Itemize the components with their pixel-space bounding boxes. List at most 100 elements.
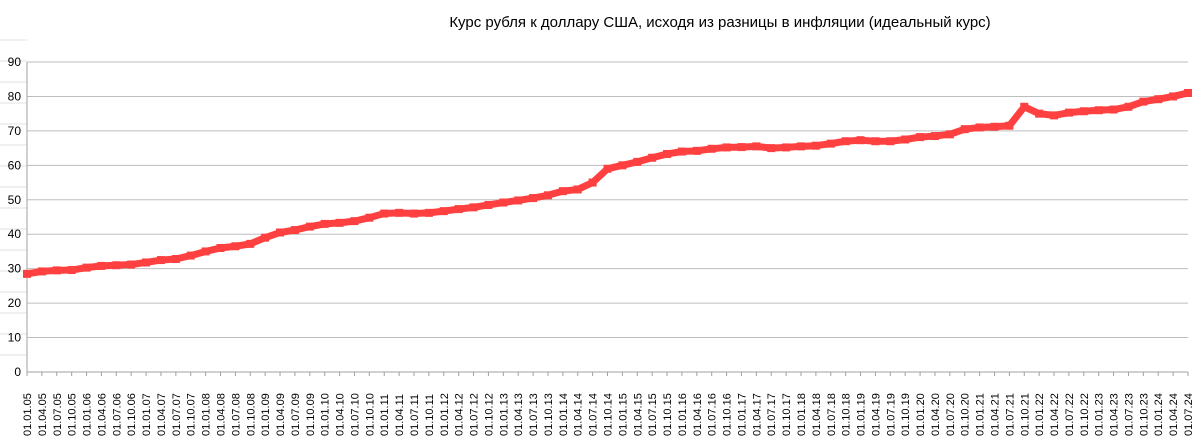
- x-tick-label: 01.07.19: [885, 393, 897, 436]
- x-tick-label: 01.01.18: [796, 393, 808, 436]
- x-tick-label: 01.04.14: [573, 393, 585, 436]
- data-point: [156, 256, 165, 265]
- x-tick-label: 01.10.20: [960, 393, 972, 436]
- data-point: [692, 146, 701, 155]
- x-tick-label: 01.10.15: [662, 393, 674, 436]
- data-point: [1094, 106, 1103, 115]
- x-tick-label: 01.10.17: [781, 393, 793, 436]
- data-point: [975, 123, 984, 132]
- x-tick-label: 01.10.22: [1079, 393, 1091, 436]
- x-tick-label: 01.04.05: [37, 393, 49, 436]
- data-point: [410, 209, 418, 218]
- series-layer: [22, 88, 1193, 278]
- x-tick-label: 01.07.16: [707, 393, 719, 436]
- x-tick-label: 01.04.11: [394, 394, 406, 436]
- y-tick-label: 70: [8, 124, 22, 138]
- y-tick-label: 10: [8, 331, 22, 345]
- x-tick-label: 01.01.11: [379, 394, 391, 436]
- x-tick-label: 01.01.21: [975, 393, 987, 436]
- data-point: [246, 239, 255, 248]
- data-point: [826, 139, 835, 148]
- x-tick-label: 01.01.15: [617, 393, 629, 436]
- data-point: [1020, 102, 1029, 111]
- data-point: [930, 132, 939, 141]
- x-tick-label: 01.10.18: [841, 393, 853, 436]
- x-tick-label: 01.10.08: [245, 393, 257, 436]
- x-tick-label: 01.07.18: [826, 393, 838, 436]
- x-tick-label: 01.04.08: [216, 393, 228, 436]
- x-tick-label: 01.07.12: [469, 393, 481, 436]
- data-point: [603, 164, 612, 173]
- x-tick-label: 01.10.21: [1019, 393, 1031, 436]
- data-point: [439, 207, 448, 216]
- data-point: [261, 233, 270, 242]
- data-point: [960, 125, 969, 134]
- data-point: [1050, 111, 1059, 120]
- data-point: [52, 266, 61, 275]
- data-point: [395, 208, 404, 217]
- data-point: [320, 219, 329, 228]
- data-point: [663, 149, 672, 158]
- chart-title: Курс рубля к доллару США, исходя из разн…: [449, 14, 991, 31]
- x-tick-label: 01.04.17: [751, 393, 763, 436]
- x-tick-label: 01.07.07: [171, 393, 183, 436]
- x-tick-label: 01.01.23: [1094, 393, 1106, 436]
- series-line: [22, 88, 1193, 278]
- data-point: [216, 244, 225, 252]
- data-point: [811, 141, 820, 150]
- data-point: [752, 142, 761, 151]
- data-point: [469, 203, 478, 212]
- x-tick-label: 01.07.11: [409, 394, 421, 436]
- y-tick-label: 20: [8, 296, 22, 310]
- data-point: [82, 263, 91, 272]
- data-point: [558, 187, 567, 196]
- data-point: [97, 261, 106, 270]
- data-point: [276, 228, 285, 237]
- x-tick-label: 01.04.16: [692, 393, 704, 436]
- x-tick-label: 01.01.13: [498, 393, 510, 436]
- data-point: [23, 269, 31, 278]
- y-tick-label: 50: [8, 193, 22, 207]
- data-point: [67, 266, 76, 275]
- x-tick-label: 01.07.08: [230, 393, 242, 436]
- data-point: [1124, 102, 1133, 111]
- data-point: [37, 267, 46, 276]
- data-point: [677, 147, 686, 156]
- x-tick-label: 01.01.12: [439, 393, 451, 436]
- x-tick-label: 01.01.09: [260, 393, 272, 436]
- y-tick-label: 0: [14, 365, 21, 379]
- x-tick-label: 01.04.19: [870, 393, 882, 436]
- y-tick-label: 60: [8, 158, 22, 172]
- data-point: [1064, 108, 1073, 117]
- x-tick-label: 01.04.21: [990, 393, 1002, 436]
- data-point: [231, 242, 240, 251]
- data-point: [1154, 95, 1163, 104]
- data-point: [305, 222, 314, 231]
- data-point: [797, 142, 805, 151]
- x-tick-label: 01.01.06: [82, 393, 94, 436]
- x-tick-label: 01.07.17: [766, 393, 778, 436]
- x-tick-label: 01.04.20: [930, 393, 942, 436]
- x-tick-label: 01.10.07: [186, 393, 198, 436]
- data-point: [633, 157, 642, 166]
- y-tick-label: 80: [8, 89, 22, 103]
- x-tick-label: 01.04.18: [811, 393, 823, 436]
- x-tick-label: 01.04.10: [335, 393, 347, 436]
- data-point: [945, 130, 954, 139]
- x-tick-label: 01.07.09: [290, 393, 302, 436]
- x-tick-label: 01.01.17: [736, 393, 748, 436]
- data-point: [1079, 107, 1088, 116]
- data-point: [201, 247, 210, 256]
- data-point: [142, 258, 151, 267]
- data-point: [1184, 89, 1192, 97]
- data-point: [618, 161, 627, 170]
- x-tick-label: 01.07.06: [111, 393, 123, 436]
- data-point: [722, 143, 731, 152]
- data-point: [514, 196, 523, 205]
- y-tick-label: 40: [8, 227, 22, 241]
- data-point: [1139, 97, 1148, 106]
- data-point: [365, 213, 374, 222]
- data-point: [782, 143, 791, 152]
- x-tick-label: 01.04.15: [632, 393, 644, 436]
